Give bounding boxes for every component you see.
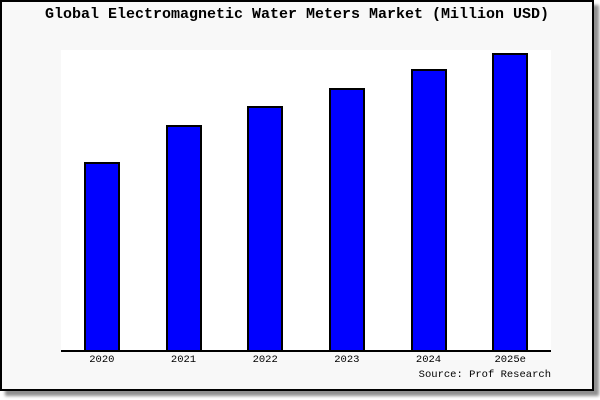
bars xyxy=(61,50,551,350)
bar-cell xyxy=(469,50,551,350)
plot-area xyxy=(61,50,551,352)
bar-2025e xyxy=(492,53,529,350)
bar-2023 xyxy=(328,88,365,350)
bar-2020 xyxy=(83,162,120,350)
bar-cell xyxy=(224,50,306,350)
x-axis-label-2025e: 2025e xyxy=(494,354,526,366)
x-axis-label-2023: 2023 xyxy=(334,354,360,366)
chart-title: Global Electromagnetic Water Meters Mark… xyxy=(44,6,550,23)
x-axis-label-2021: 2021 xyxy=(170,354,197,366)
x-axis-label-2020: 2020 xyxy=(89,354,115,366)
bar-cell xyxy=(61,50,143,350)
x-axis-label-2022: 2022 xyxy=(252,354,278,366)
bar-cell xyxy=(143,50,225,350)
bar-cell xyxy=(388,50,470,350)
bar-cell xyxy=(306,50,388,350)
bar-2021 xyxy=(165,125,202,350)
bar-2024 xyxy=(410,69,447,350)
x-axis-label-2024: 2024 xyxy=(415,354,442,366)
x-axis-labels: 2020 2021 2022 2023 2024 2025e xyxy=(61,354,551,366)
bar-2022 xyxy=(247,106,284,350)
source-caption: Source: Prof Research xyxy=(418,369,551,381)
